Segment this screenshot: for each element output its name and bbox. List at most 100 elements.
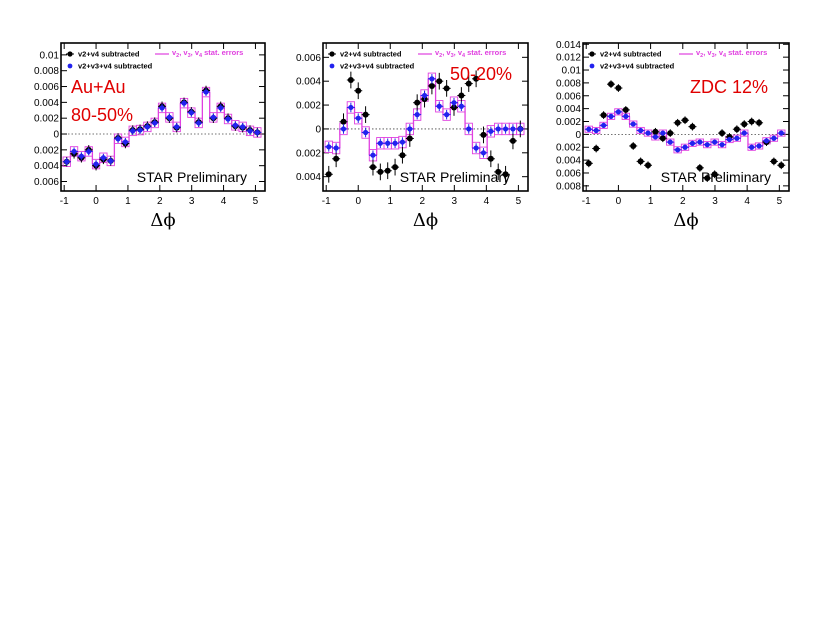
data-point-v2v3v4: [778, 130, 784, 136]
data-point-v2v3v4: [399, 139, 406, 145]
data-point-v2v3v4: [414, 112, 420, 118]
data-point-v2v3v4: [458, 103, 464, 109]
y-tick-label: 0: [315, 124, 321, 135]
data-point-v2v4: [392, 164, 399, 171]
data-point-v2v4: [645, 162, 652, 169]
x-axis-label: Δϕ: [150, 210, 175, 231]
y-tick-label: 0.004: [556, 104, 581, 115]
legend-label-stat-errors: v2, v3, v4 stat. errors: [435, 48, 506, 59]
data-point-v2v3v4: [502, 126, 509, 132]
data-point-v2v3v4: [586, 126, 592, 132]
x-tick-label: 2: [680, 196, 686, 207]
y-tick-label: 0.01: [40, 50, 60, 61]
data-point-v2v4: [637, 158, 644, 165]
data-point-v2v3v4: [385, 140, 391, 146]
y-tick-label: 0: [575, 130, 581, 141]
data-point-v2v4: [704, 175, 711, 182]
data-point-v2v3v4: [93, 161, 99, 167]
data-point-v2v3v4: [667, 139, 673, 145]
data-point-v2v4: [384, 167, 391, 174]
data-point-v2v3v4: [225, 116, 231, 122]
data-point-v2v3v4: [495, 126, 501, 132]
data-point-v2v3v4: [697, 139, 703, 145]
data-point-v2v4: [608, 81, 615, 88]
data-point-v2v4: [333, 155, 340, 162]
data-point-v2v4: [465, 80, 472, 87]
y-tick-label: 0.004: [34, 161, 59, 172]
plot-area: [584, 80, 786, 182]
data-point-v2v4: [502, 171, 509, 178]
data-point-v2v3v4: [608, 113, 614, 119]
plot-area: [324, 70, 525, 183]
data-point-v2v3v4: [348, 104, 354, 111]
x-tick-label: 5: [777, 196, 783, 207]
data-point-v2v3v4: [181, 100, 187, 106]
data-point-v2v4: [659, 135, 666, 142]
data-point-v2v3v4: [623, 113, 629, 119]
data-point-v2v4: [399, 152, 406, 159]
data-point-v2v3v4: [488, 128, 494, 134]
data-point-v2v3v4: [78, 153, 84, 159]
y-tick-label: 0.004: [296, 77, 321, 88]
data-point-v2v3v4: [436, 103, 442, 109]
data-point-v2v4: [347, 77, 354, 83]
data-point-v2v4: [756, 119, 763, 126]
legend-marker-blue: [589, 63, 595, 69]
data-point-v2v3v4: [144, 124, 150, 130]
data-point-v2v3v4: [247, 128, 253, 134]
data-point-v2v3v4: [444, 112, 450, 118]
x-tick-label: -1: [582, 196, 591, 207]
panel-annotation: 80-50%: [71, 105, 133, 125]
data-point-v2v4: [689, 123, 696, 130]
y-tick-label: 0.002: [296, 101, 321, 112]
data-point-v2v4: [480, 131, 487, 138]
data-point-v2v3v4: [218, 105, 224, 111]
x-tick-label: 4: [744, 196, 750, 207]
data-point-v2v3v4: [771, 135, 777, 141]
x-axis-label: Δϕ: [413, 210, 438, 231]
data-point-v2v4: [443, 85, 450, 92]
data-point-v2v4: [741, 121, 748, 128]
star-preliminary-label: STAR Preliminary: [137, 169, 247, 185]
y-tick-label: 0.008: [34, 66, 59, 77]
data-point-v2v3v4: [689, 140, 696, 146]
data-point-v2v4: [652, 128, 659, 135]
data-point-v2v3v4: [726, 136, 733, 143]
data-point-v2v3v4: [152, 120, 158, 126]
data-point-v2v3v4: [130, 128, 136, 134]
data-point-v2v3v4: [377, 140, 383, 146]
data-point-v2v4: [458, 92, 465, 99]
data-point-v2v4: [428, 82, 435, 89]
x-tick-label: 3: [452, 196, 458, 207]
data-point-v2v3v4: [421, 92, 428, 99]
x-tick-label: 1: [648, 196, 654, 207]
x-axis-label: Δϕ: [673, 210, 698, 231]
data-point-v2v4: [585, 160, 592, 167]
data-point-v2v3v4: [122, 139, 128, 145]
y-tick-label: 0.002: [556, 143, 581, 154]
data-point-v2v4: [369, 164, 376, 171]
x-tick-label: -1: [60, 196, 69, 207]
x-tick-label: 3: [189, 196, 195, 207]
legend: v2+v4 subtracted v2+v3+v4 subtracted v2, v…: [66, 48, 243, 71]
x-tick-label: 0: [355, 196, 361, 207]
data-point-v2v4: [770, 158, 777, 165]
data-point-v2v3v4: [675, 147, 681, 153]
data-point-v2v3v4: [630, 121, 636, 127]
data-point-v2v4: [778, 162, 785, 169]
data-point-v2v3v4: [601, 122, 607, 128]
x-tick-label: 4: [221, 196, 227, 207]
y-tick-label: 0.004: [556, 156, 581, 167]
legend-label-v2v4: v2+v4 subtracted: [78, 50, 140, 59]
data-point-v2v3v4: [510, 126, 516, 132]
y-tick-label: 0: [53, 130, 59, 141]
legend-label-stat-errors: v2, v3, v4 stat. errors: [696, 48, 767, 59]
data-point-v2v4: [509, 137, 516, 144]
data-point-v2v3v4: [370, 152, 376, 158]
legend-marker-blue: [329, 63, 335, 69]
y-tick-label: 0.006: [556, 168, 581, 179]
data-point-v2v3v4: [64, 159, 70, 165]
data-point-v2v4: [719, 130, 726, 137]
data-point-v2v3v4: [232, 122, 238, 128]
data-point-v2v3v4: [188, 110, 194, 116]
